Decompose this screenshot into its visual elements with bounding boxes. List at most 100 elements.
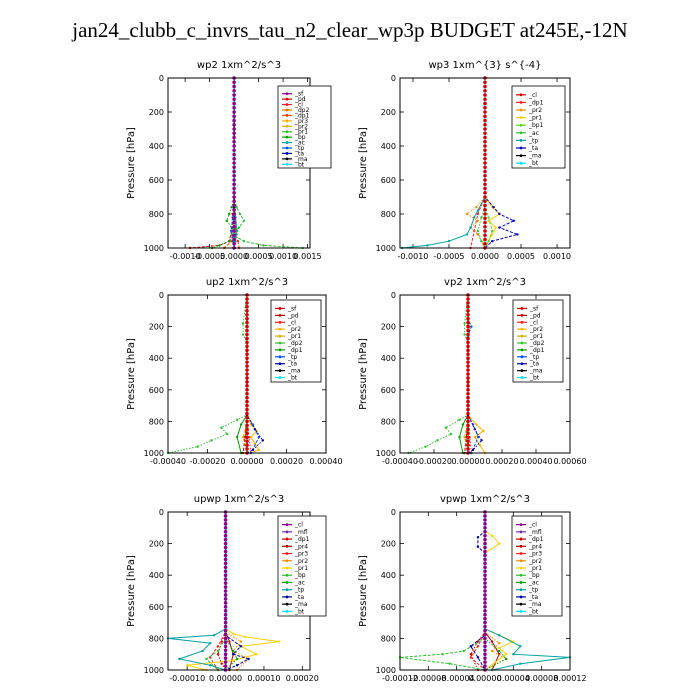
- zero-line-marker: [232, 182, 236, 187]
- series-line-tp: [484, 512, 571, 671]
- zero-line-marker: [483, 220, 487, 225]
- zero-line-marker: [466, 312, 470, 317]
- zero-line-marker: [483, 573, 487, 577]
- data-point: [463, 333, 466, 336]
- zero-line-marker: [466, 376, 470, 380]
- y-tick-label: 800: [381, 417, 396, 426]
- legend-label: _pr1: [529, 333, 543, 340]
- legend-marker: [519, 559, 523, 563]
- zero-line-marker: [223, 620, 228, 625]
- zero-line-marker: [232, 233, 236, 238]
- data-point: [178, 657, 181, 661]
- legend-marker: [285, 119, 289, 123]
- y-tick-label: 0: [391, 291, 396, 300]
- data-point: [491, 240, 494, 243]
- x-tick-label: -0.0010: [398, 252, 429, 261]
- zero-line-marker: [245, 356, 249, 361]
- series-line-bp: [205, 512, 227, 671]
- zero-line-marker: [483, 203, 487, 208]
- zero-line-marker: [223, 660, 228, 664]
- zero-line-marker: [483, 656, 487, 660]
- zero-line-marker: [483, 131, 487, 136]
- data-point: [465, 233, 469, 236]
- series-line-pr2: [466, 78, 486, 249]
- legend-label: _dp2: [529, 340, 545, 347]
- zero-line-marker: [245, 423, 249, 428]
- legend-marker: [519, 602, 523, 606]
- x-tick-label: 0.00000: [451, 457, 484, 466]
- y-tick-label: 800: [149, 210, 164, 219]
- y-tick-label: 1000: [144, 449, 164, 458]
- data-point: [262, 244, 265, 247]
- legend-label: _pd: [294, 96, 306, 103]
- zero-line-marker: [483, 148, 487, 153]
- y-tick-label: 0: [159, 508, 164, 517]
- zero-line-marker: [245, 435, 249, 440]
- panel-title: wp2 1xm^2/s^3: [197, 60, 281, 71]
- zero-line-marker: [245, 443, 249, 447]
- data-point: [255, 653, 258, 656]
- y-tick-label: 600: [149, 603, 164, 612]
- data-point: [498, 212, 501, 216]
- panel-1: wp3 1xm^{3} s^{-4} Pressure [hPa] 0 200 400 6…: [358, 60, 571, 261]
- y-tick-label: 600: [149, 176, 164, 185]
- panel-5: vpwp 1xm^2/s^3 Pressure [hPa] 0 200 400 600 80…: [358, 494, 587, 683]
- data-point: [209, 664, 212, 667]
- legend-marker: [285, 108, 289, 112]
- zero-line-marker: [483, 605, 487, 609]
- data-point: [210, 439, 213, 442]
- x-tick-label: -0.0005: [194, 252, 225, 261]
- data-point: [497, 646, 501, 650]
- zero-line-marker: [245, 419, 249, 424]
- legend-marker: [519, 523, 523, 527]
- x-tick-label: -0.0005: [434, 252, 465, 261]
- legend-marker: [278, 334, 282, 338]
- zero-line-marker: [483, 156, 487, 161]
- zero-line-marker: [466, 368, 470, 372]
- series-line-pr1: [484, 78, 501, 249]
- legend-marker: [285, 537, 289, 541]
- data-point: [465, 212, 469, 216]
- zero-line-marker: [483, 636, 487, 641]
- zero-line-marker: [232, 237, 236, 242]
- zero-line-marker: [232, 139, 236, 144]
- zero-line-marker: [223, 597, 228, 601]
- zero-line-marker: [483, 522, 487, 526]
- legend-marker: [519, 154, 523, 158]
- zero-line-marker: [232, 152, 236, 157]
- data-point: [253, 428, 257, 431]
- data-point: [491, 233, 494, 236]
- panel-title: up2 1xm^2/s^3: [206, 277, 288, 288]
- series-line-pr2: [467, 295, 486, 454]
- zero-line-marker: [483, 597, 487, 601]
- legend-label: _cl: [528, 92, 537, 99]
- legend-label: _ac: [294, 579, 305, 586]
- zero-line-marker: [466, 348, 470, 353]
- legend-marker: [285, 566, 289, 570]
- data-point: [257, 436, 261, 439]
- data-point: [461, 423, 465, 426]
- data-point: [480, 240, 483, 243]
- data-point: [235, 418, 239, 422]
- x-tick-label: 0.00000: [230, 457, 263, 466]
- y-tick-label: 400: [381, 142, 396, 151]
- zero-line-marker: [483, 127, 487, 131]
- data-point: [447, 240, 451, 243]
- zero-line-marker: [483, 224, 487, 229]
- zero-line-marker: [483, 161, 487, 165]
- legend-marker: [285, 92, 289, 96]
- data-point: [476, 209, 479, 212]
- zero-line-marker: [483, 169, 487, 174]
- data-point: [220, 662, 223, 665]
- zero-line-marker: [232, 80, 236, 85]
- plot-frame: [399, 294, 571, 454]
- zero-line-marker: [483, 118, 487, 123]
- y-axis-label: Pressure [hPa]: [126, 555, 137, 627]
- data-point: [228, 212, 231, 216]
- zero-line-marker: [232, 212, 236, 216]
- y-tick-label: 1000: [376, 449, 396, 458]
- zero-line-marker: [466, 301, 470, 305]
- data-point: [448, 662, 451, 665]
- y-axis-label: Pressure [hPa]: [126, 127, 137, 199]
- legend-marker: [519, 552, 523, 555]
